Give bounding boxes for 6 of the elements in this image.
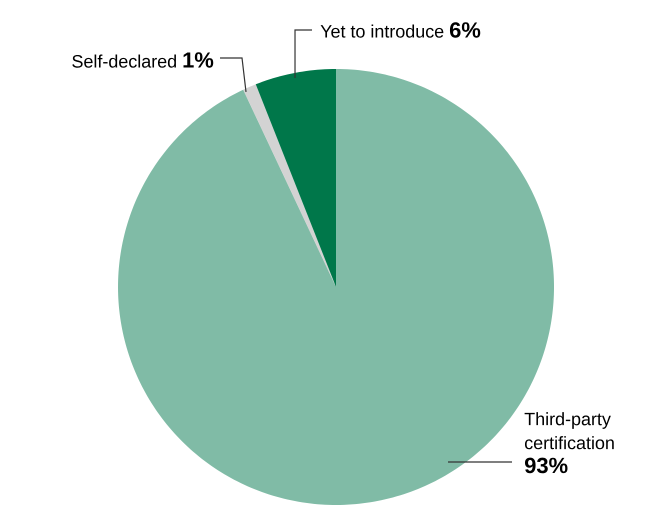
slice-label: Yet to introduce	[320, 24, 444, 38]
data-label: 6%	[450, 22, 480, 38]
slice-label: Self-declared	[72, 54, 176, 68]
data-label: 1%	[184, 52, 214, 68]
data-label: 93%	[524, 458, 568, 474]
slice-label: Third-party certification	[524, 412, 614, 450]
